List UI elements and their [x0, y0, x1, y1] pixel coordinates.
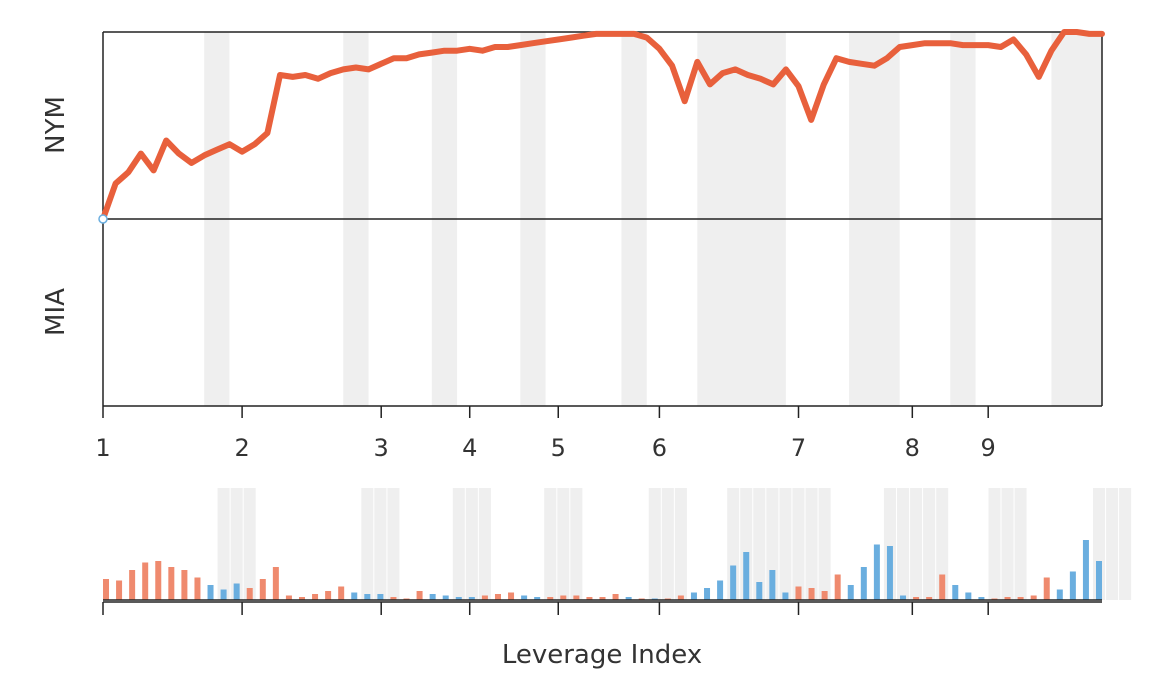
- leverage-bar-28: [455, 597, 462, 600]
- leverage-bar-72: [1030, 595, 1037, 600]
- leverage-bar-55: [808, 588, 815, 600]
- leverage-bar-15: [285, 595, 292, 600]
- bottom-x-ticks: [102, 602, 989, 615]
- leverage-bar-10: [220, 589, 227, 600]
- leverage-bar-38: [586, 597, 593, 600]
- leverage-bar-8: [194, 577, 201, 600]
- leverage-bar-40: [612, 594, 619, 600]
- leverage-bar-54: [795, 586, 802, 600]
- top-tick-label-7: 7: [791, 434, 806, 462]
- leverage-bar-75: [1069, 571, 1076, 600]
- leverage-bar-73: [1043, 577, 1050, 600]
- leverage-bar-53: [782, 592, 789, 600]
- leverage-bar-67: [965, 592, 972, 600]
- leverage-bar-62: [900, 595, 907, 600]
- top-tick-label-9: 9: [981, 434, 996, 462]
- leverage-bar-29: [468, 597, 475, 600]
- top-tick-label-8: 8: [905, 434, 920, 462]
- leverage-bar-63: [913, 597, 920, 600]
- leverage-bar-6: [168, 567, 175, 600]
- leverage-bar-31: [494, 594, 501, 600]
- leverage-bar-60: [873, 544, 880, 600]
- leverage-bar-27: [442, 595, 449, 600]
- leverage-bar-22: [377, 594, 384, 600]
- leverage-bar-59: [860, 567, 867, 600]
- leverage-bar-5: [155, 561, 162, 600]
- leverage-bar-77: [1096, 561, 1102, 600]
- win-probability-line: [100, 29, 1105, 222]
- leverage-bar-20: [351, 592, 358, 600]
- leverage-bar-34: [534, 597, 541, 600]
- leverage-bar-21: [364, 594, 371, 600]
- leverage-bar-36: [560, 595, 567, 600]
- bottom-band-5: [648, 488, 687, 600]
- leverage-bar-16: [298, 597, 305, 600]
- bottom-band-7: [883, 488, 949, 600]
- leverage-bar-61: [886, 546, 893, 600]
- leverage-bar-14: [272, 567, 279, 600]
- leverage-bar-41: [625, 597, 632, 600]
- leverage-bar-68: [978, 597, 985, 600]
- top-tick-label-5: 5: [551, 434, 566, 462]
- bottom-inning-bands: [217, 488, 1132, 600]
- leverage-bar-17: [312, 594, 319, 600]
- leverage-bar-49: [730, 565, 737, 600]
- leverage-bar-48: [717, 580, 724, 600]
- leverage-bar-2: [116, 580, 123, 600]
- leverage-bar-66: [952, 585, 959, 600]
- leverage-bar-76: [1082, 540, 1089, 600]
- leverage-bar-30: [481, 595, 488, 600]
- leverage-bar-74: [1056, 589, 1063, 600]
- leverage-bar-18: [325, 591, 332, 600]
- leverage-bar-32: [508, 592, 515, 600]
- top-tick-label-4: 4: [462, 434, 477, 462]
- leverage-bar-1: [103, 579, 109, 600]
- leverage-bar-13: [259, 579, 266, 600]
- top-tick-label-1: 1: [95, 434, 110, 462]
- leverage-bar-51: [756, 582, 763, 600]
- start-point: [98, 214, 108, 224]
- bottom-band-2: [361, 488, 400, 600]
- leverage-bar-56: [821, 591, 828, 600]
- top-tick-label-2: 2: [234, 434, 249, 462]
- bottom-band-1: [217, 488, 256, 600]
- y-label-mia: MIA: [41, 288, 71, 336]
- leverage-bar-12: [246, 588, 253, 600]
- leverage-bar-58: [847, 585, 854, 600]
- leverage-bar-9: [207, 585, 214, 600]
- leverage-bar-50: [743, 552, 750, 600]
- bottom-band-3: [452, 488, 491, 600]
- leverage-bar-65: [939, 574, 946, 600]
- top-tick-label-6: 6: [652, 434, 667, 462]
- leverage-bar-45: [677, 595, 684, 600]
- leverage-bar-37: [573, 595, 580, 600]
- leverage-bar-35: [547, 597, 554, 600]
- top-x-ticks: 1 2 3 4 5 6 7 8 9: [95, 406, 996, 462]
- top-tick-label-3: 3: [374, 434, 389, 462]
- leverage-bar-7: [181, 570, 188, 600]
- bottom-band-8: [988, 488, 1027, 600]
- leverage-bar-23: [390, 597, 397, 600]
- leverage-bar-70: [1004, 597, 1011, 600]
- leverage-bar-3: [129, 570, 136, 600]
- leverage-bar-46: [690, 592, 697, 600]
- leverage-bar-11: [233, 583, 240, 600]
- leverage-bar-33: [521, 595, 528, 600]
- leverage-bar-47: [704, 588, 711, 600]
- x-axis-label: Leverage Index: [502, 640, 702, 670]
- leverage-bar-25: [416, 591, 423, 600]
- leverage-bar-19: [338, 586, 345, 600]
- leverage-bar-57: [834, 574, 841, 600]
- leverage-bar-39: [599, 597, 606, 600]
- leverage-bar-71: [1017, 597, 1024, 600]
- leverage-bar-52: [769, 570, 776, 600]
- y-label-nym: NYM: [41, 96, 71, 154]
- leverage-bars: [103, 540, 1102, 600]
- leverage-bar-64: [926, 597, 933, 600]
- leverage-bar-4: [142, 562, 149, 600]
- leverage-bar-26: [429, 594, 436, 600]
- bottom-band-4: [544, 488, 583, 600]
